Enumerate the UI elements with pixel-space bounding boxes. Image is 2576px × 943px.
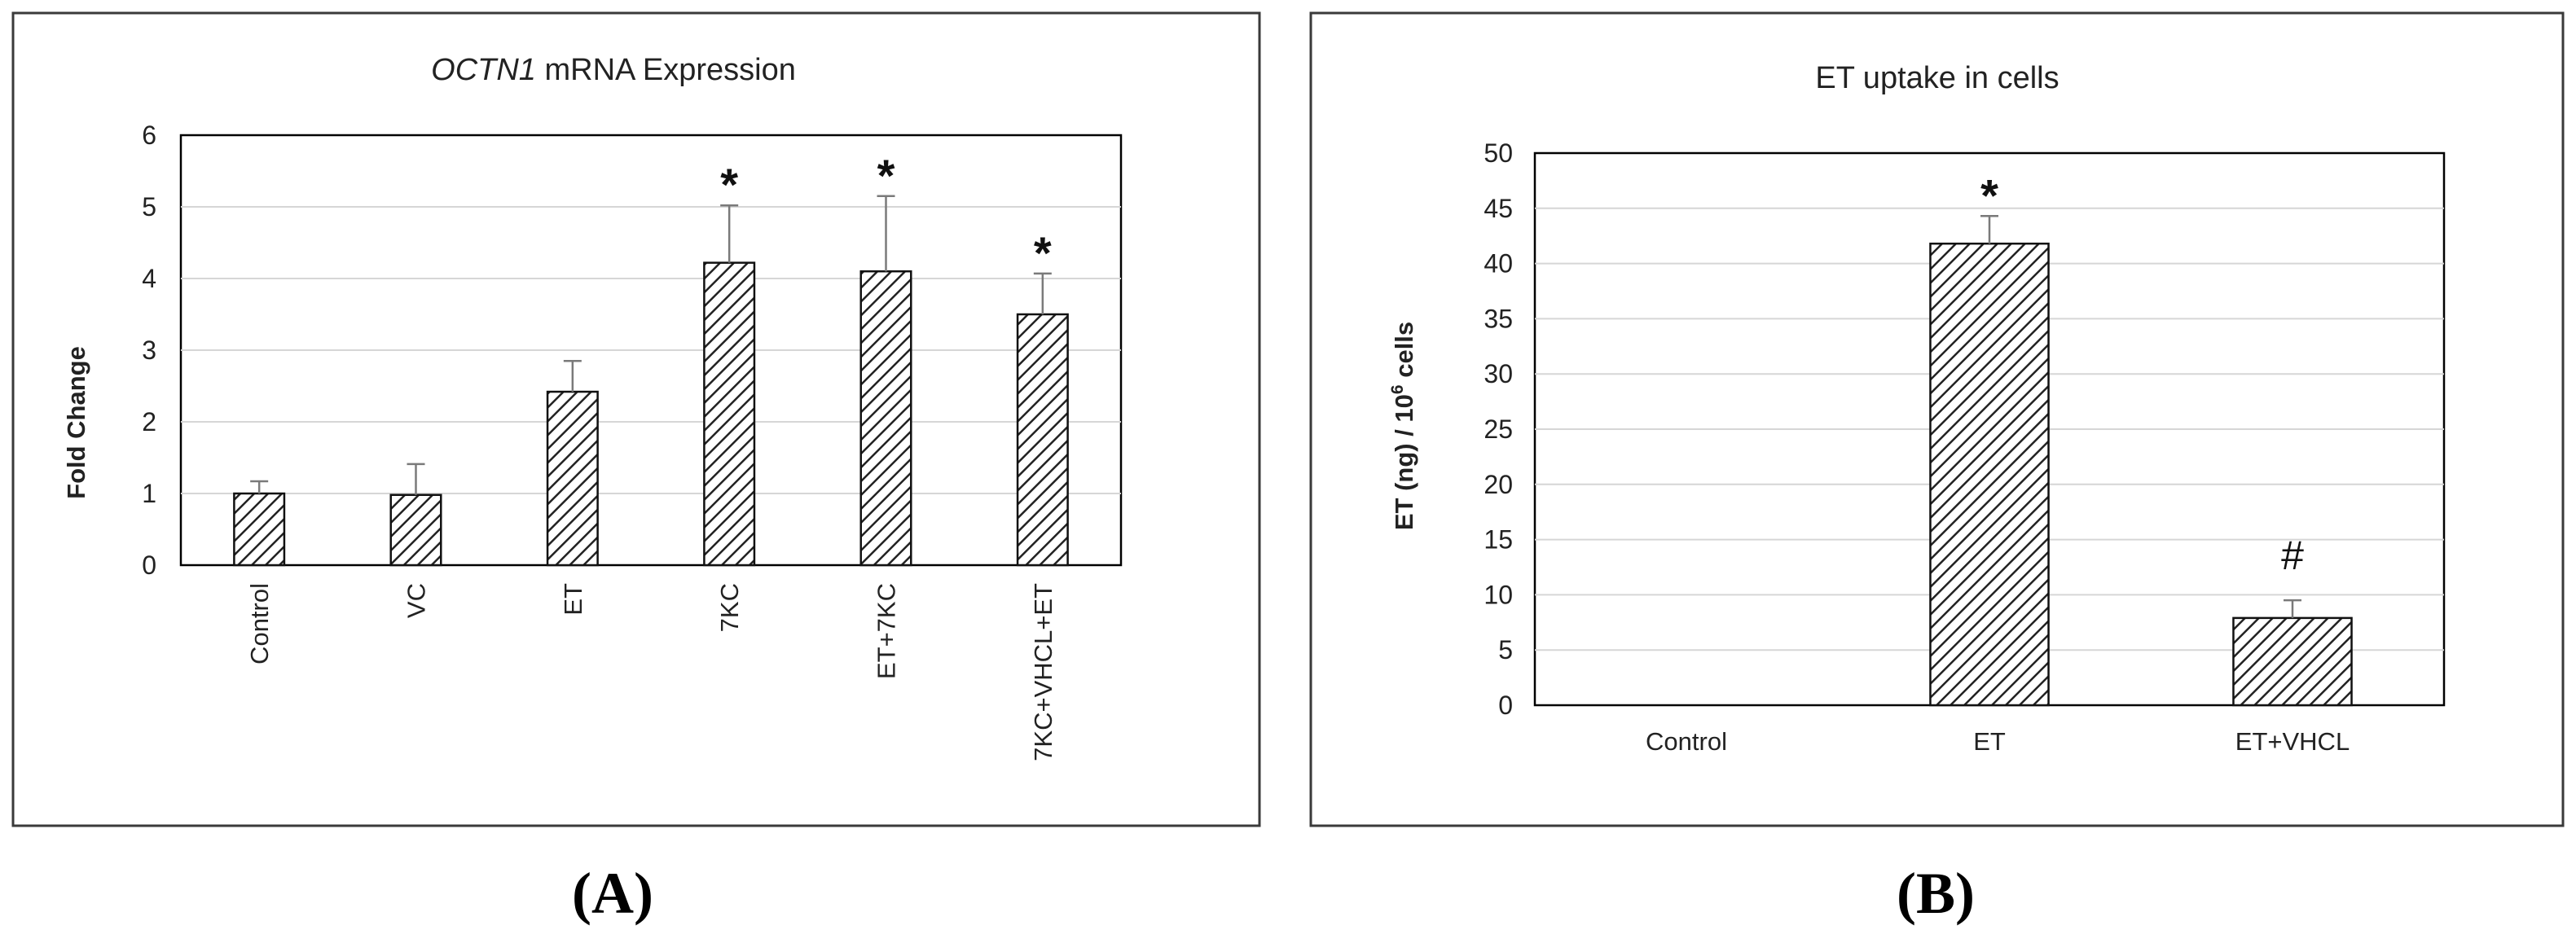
bar: [1929, 242, 2050, 707]
significance-marker: *: [1980, 169, 1998, 221]
y-tick-label: 5: [142, 192, 156, 221]
bar: [859, 270, 912, 567]
y-tick-label: 45: [1484, 194, 1513, 223]
panel-b-y-axis-label: ET (ng) / 106 cells: [1388, 322, 1418, 530]
x-tick-label: ET+7KC: [873, 583, 901, 679]
panel-a-letter: (A): [572, 861, 653, 926]
y-tick-label: 15: [1484, 525, 1513, 555]
panel-b-plot: 0 5 10 15 20 25 30 35 40 45 50 Control * ET # ET+VHCL: [1484, 138, 2446, 756]
bar: [703, 261, 756, 567]
x-tick-label: Control: [1646, 727, 1727, 756]
x-tick-label: 7KC: [715, 583, 744, 632]
bar: [2232, 616, 2353, 707]
panel-a: OCTN1 mRNA Expression Fold Change 0 1 2 3 4 5…: [11, 11, 1261, 827]
panel-a-title-rest: mRNA Expression: [536, 53, 796, 87]
y-tick-label: 25: [1484, 414, 1513, 444]
x-tick-label: 7KC+VHCL+ET: [1029, 583, 1057, 761]
x-tick-label: ET: [559, 583, 587, 616]
panel-a-title: OCTN1 mRNA Expression: [431, 53, 796, 87]
x-tick-label: ET: [1973, 727, 2006, 756]
panel-b-y-axis-label-main: ET (ng) / 10: [1390, 394, 1418, 530]
y-tick-label: 1: [142, 479, 156, 508]
y-tick-label: 30: [1484, 359, 1513, 388]
panel-a-y-axis-label: Fold Change: [62, 346, 90, 499]
y-tick-label: 0: [1498, 691, 1513, 720]
panel-b-letter: (B): [1897, 861, 1975, 926]
y-tick-label: 0: [142, 550, 156, 580]
bar: [389, 493, 442, 567]
y-tick-label: 4: [142, 264, 156, 293]
panel-b-y-axis-label-tail: cells: [1390, 322, 1418, 385]
y-tick-label: 20: [1484, 470, 1513, 499]
panel-b: ET uptake in cells ET (ng) / 106 cells 0…: [1309, 11, 2565, 827]
significance-marker: *: [1034, 227, 1052, 279]
x-tick-label: Control: [245, 583, 274, 664]
significance-marker: *: [720, 159, 738, 210]
y-tick-label: 10: [1484, 580, 1513, 609]
x-tick-label: VC: [402, 583, 431, 618]
panel-a-plot: 0 1 2 3 4 5 6 Control VC ET * 7KC * ET+7KC * 7KC+VHCL+E…: [142, 121, 1123, 761]
y-tick-label: 40: [1484, 249, 1513, 279]
y-tick-label: 35: [1484, 304, 1513, 333]
bar: [233, 492, 286, 567]
y-tick-label: 50: [1484, 138, 1513, 168]
bar: [1016, 313, 1069, 567]
panel-a-title-italic: OCTN1: [431, 53, 536, 87]
panel-b-y-axis-label-sup: 6: [1388, 384, 1407, 394]
bar: [546, 390, 599, 567]
x-tick-label: ET+VHCL: [2235, 727, 2350, 756]
y-tick-label: 6: [142, 121, 156, 150]
significance-marker: *: [877, 150, 895, 201]
panel-b-title: ET uptake in cells: [1815, 61, 2059, 95]
y-tick-label: 3: [142, 336, 156, 365]
y-tick-label: 2: [142, 407, 156, 436]
y-tick-label: 5: [1498, 635, 1513, 664]
significance-marker: #: [2281, 533, 2304, 578]
